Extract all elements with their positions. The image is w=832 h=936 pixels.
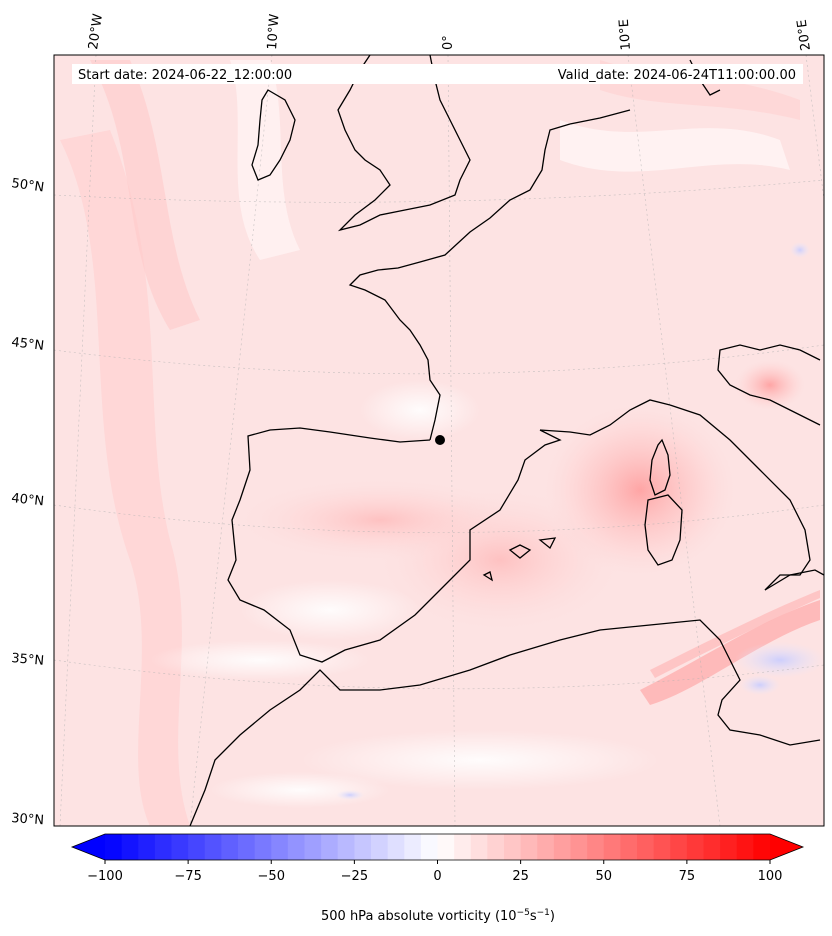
colorbar-segment — [171, 834, 189, 860]
colorbar-tick-label: 75 — [679, 869, 696, 884]
lat-label-30n: 30°N — [11, 811, 45, 828]
colorbar-segment — [603, 834, 621, 860]
graticule — [54, 55, 824, 826]
colorbar-segment — [504, 834, 522, 860]
colorbar-segment — [736, 834, 754, 860]
coast-france-west — [348, 123, 571, 441]
lon-label-10e: 10°E — [617, 19, 634, 51]
colorbar-segment — [138, 834, 156, 860]
colorbar-tick-label: 0 — [433, 869, 441, 884]
colorbar-segment — [553, 834, 572, 860]
coast-balearic — [482, 537, 557, 582]
coast-france-south — [539, 399, 671, 436]
coast-north-africa — [189, 619, 821, 826]
colorbar-segment — [238, 834, 256, 860]
map-frame — [53, 54, 825, 827]
colorbar-segment — [371, 834, 389, 860]
colorbar-segment — [254, 834, 272, 860]
colorbar-tick-label: −25 — [341, 869, 368, 884]
colorbar-extend-low — [72, 834, 105, 860]
lat-label-50n: 50°N — [10, 176, 45, 195]
colorbar — [70, 833, 805, 861]
colorbar-segment — [121, 834, 139, 860]
colorbar-segment — [637, 834, 655, 860]
coastlines — [189, 55, 824, 826]
coast-iberia — [227, 427, 562, 663]
colorbar-segment — [720, 834, 738, 860]
coast-corsica — [649, 438, 671, 496]
colorbar-segment — [686, 834, 705, 860]
colorbar-tick-label: −100 — [87, 869, 123, 884]
longitude-labels: 20°W 10°W 0° 10°E 20°E — [86, 13, 814, 52]
colorbar-segment — [703, 834, 721, 860]
colorbar-segment — [570, 834, 588, 860]
colorbar-segment — [537, 834, 555, 860]
lon-label-20w: 20°W — [86, 13, 106, 51]
colorbar-tick-label: 50 — [595, 869, 612, 884]
vorticity-field — [60, 60, 824, 826]
colorbar-segment — [188, 834, 206, 860]
valid-date: Valid_date: 2024-06-24T11:00:00.00 — [558, 68, 796, 83]
colorbar-segment — [404, 834, 422, 860]
coast-sicily-tunisia — [764, 569, 824, 591]
latitude-labels: 50°N 45°N 40°N 35°N 30°N — [10, 176, 45, 828]
lat-label-40n: 40°N — [11, 491, 45, 509]
colorbar-segment — [437, 834, 455, 860]
header-bar — [72, 64, 803, 84]
colorbar-segment — [321, 834, 339, 860]
colorbar-segment — [387, 834, 405, 860]
coast-ireland — [251, 89, 296, 181]
colorbar-segment — [337, 834, 355, 860]
coast-britain — [337, 55, 471, 232]
colorbar-segment — [670, 834, 688, 860]
coast-sardinia — [644, 494, 683, 566]
start-date: Start date: 2024-06-22_12:00:00 — [78, 68, 292, 83]
colorbar-segment — [105, 834, 123, 860]
lon-label-10w: 10°W — [265, 13, 282, 50]
colorbar-segment — [653, 834, 671, 860]
colorbar-tick-label: −75 — [174, 869, 201, 884]
colorbar-segment — [154, 834, 173, 860]
colorbar-segment — [470, 834, 488, 860]
colorbar-segment — [221, 834, 239, 860]
colorbar-extend-high — [770, 834, 803, 860]
colorbar-tick-label: 25 — [512, 869, 529, 884]
colorbar-segment — [271, 834, 289, 860]
lat-label-35n: 35°N — [11, 651, 45, 669]
colorbar-segment — [287, 834, 306, 860]
colorbar-segment — [520, 834, 538, 860]
colorbar-segment — [487, 834, 505, 860]
colorbar-segment — [420, 834, 439, 860]
lon-label-20e: 20°E — [795, 18, 814, 51]
colorbar-ticks: −100 −75 −50 −25 0 25 50 75 100 — [87, 860, 782, 884]
colorbar-segment — [454, 834, 472, 860]
colorbar-segment — [620, 834, 638, 860]
colorbar-segment — [204, 834, 222, 860]
colorbar-tick-label: −50 — [258, 869, 285, 884]
storm-marker — [435, 435, 445, 445]
colorbar-segment — [753, 834, 771, 860]
map-area — [54, 55, 824, 826]
colorbar-segment — [304, 834, 322, 860]
lon-label-0: 0° — [441, 35, 456, 50]
colorbar-segment — [354, 834, 372, 860]
colorbar-segment — [587, 834, 605, 860]
colorbar-label: 500 hPa absolute vorticity (10−5s−1) — [321, 908, 555, 924]
lat-label-45n: 45°N — [11, 335, 45, 354]
colorbar-tick-label: 100 — [758, 869, 783, 884]
